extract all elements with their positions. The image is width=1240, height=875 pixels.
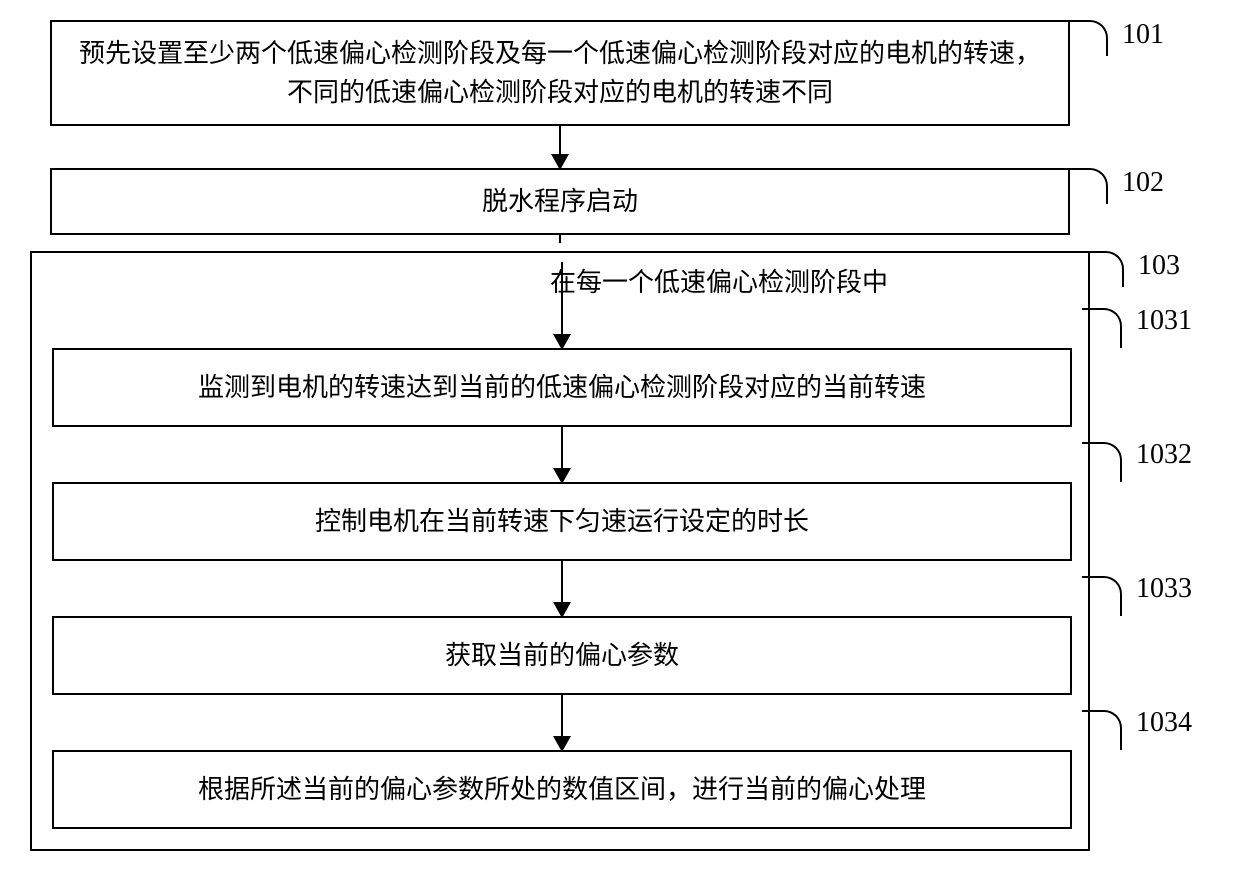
node-101-text: 预先设置至少两个低速偏心检测阶段及每一个低速偏心检测阶段对应的电机的转速，不同的… — [79, 39, 1041, 107]
node-103-label: 103 — [1138, 245, 1180, 287]
arrow-into-1031 — [52, 310, 1068, 348]
arrow-1033-1034 — [52, 695, 1068, 750]
flowchart-node-101: 预先设置至少两个低速偏心检测阶段及每一个低速偏心检测阶段对应的电机的转速，不同的… — [50, 20, 1070, 126]
label-bracket — [1068, 168, 1108, 204]
flowchart-node-1033: 获取当前的偏心参数 1033 — [52, 616, 1072, 695]
arrow-101-102 — [50, 126, 1200, 168]
node-1033-text: 获取当前的偏心参数 — [445, 641, 679, 670]
label-bracket — [1068, 20, 1108, 56]
flowchart-container-103: 103 在每一个低速偏心检测阶段中 监测到电机的转速达到当前的低速偏心检测阶段对… — [30, 251, 1090, 851]
node-1031-label: 1031 — [1136, 300, 1192, 342]
label-bracket — [1082, 576, 1122, 616]
arrow-1032-1033 — [52, 561, 1068, 616]
flowchart-node-102: 脱水程序启动 102 — [50, 168, 1070, 235]
label-bracket — [1082, 710, 1122, 750]
flowchart-node-1034: 根据所述当前的偏心参数所处的数值区间，进行当前的偏心处理 1034 — [52, 750, 1072, 829]
node-1032-label: 1032 — [1136, 434, 1192, 476]
arrow-102-103-segment — [50, 235, 1200, 243]
node-101-label: 101 — [1122, 14, 1164, 56]
container-103-header: 在每一个低速偏心检测阶段中 — [52, 263, 1068, 302]
label-bracket — [1084, 251, 1124, 287]
node-1033-label: 1033 — [1136, 568, 1192, 610]
node-1034-text: 根据所述当前的偏心参数所处的数值区间，进行当前的偏心处理 — [198, 775, 926, 804]
node-1032-text: 控制电机在当前转速下匀速运行设定的时长 — [315, 507, 809, 536]
label-bracket — [1082, 442, 1122, 482]
node-102-label: 102 — [1122, 162, 1164, 204]
flowchart-node-1031: 监测到电机的转速达到当前的低速偏心检测阶段对应的当前转速 1031 — [52, 348, 1072, 427]
node-102-text: 脱水程序启动 — [482, 187, 638, 216]
node-1031-text: 监测到电机的转速达到当前的低速偏心检测阶段对应的当前转速 — [198, 373, 926, 402]
flowchart-diagram: 预先设置至少两个低速偏心检测阶段及每一个低速偏心检测阶段对应的电机的转速，不同的… — [50, 20, 1200, 851]
flowchart-node-1032: 控制电机在当前转速下匀速运行设定的时长 1032 — [52, 482, 1072, 561]
label-bracket — [1082, 308, 1122, 348]
node-1034-label: 1034 — [1136, 702, 1192, 744]
arrow-1031-1032 — [52, 427, 1068, 482]
